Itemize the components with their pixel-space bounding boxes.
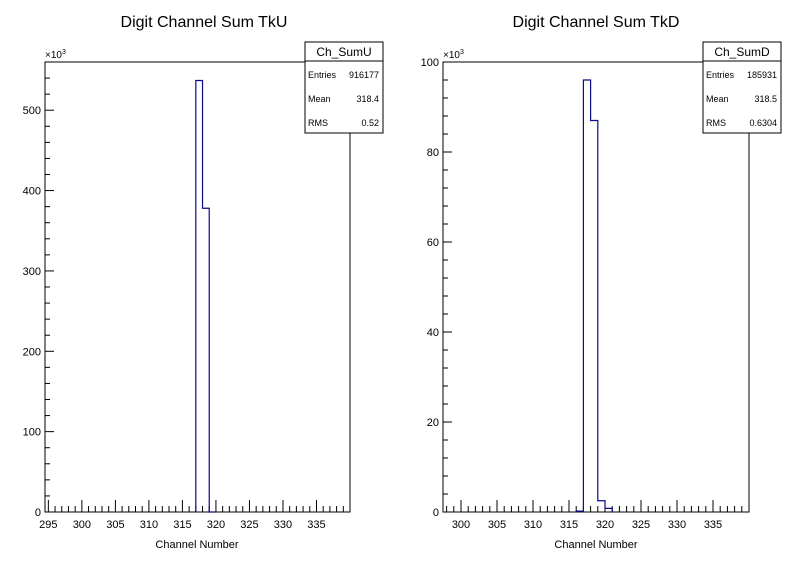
plot-frame (44, 61, 351, 513)
y-tick-label: 100 (421, 57, 439, 69)
x-axis-label: Channel Number (155, 539, 238, 551)
x-tick-label: 310 (524, 519, 542, 531)
x-tick-label: 315 (560, 519, 578, 531)
chart-title: Digit Channel Sum TkU (121, 14, 288, 31)
y-tick-label: 80 (427, 147, 439, 159)
stats-box (304, 41, 384, 134)
y-tick-label: 20 (427, 417, 439, 429)
y-tick-label: 60 (427, 237, 439, 249)
y-tick-label: 300 (23, 266, 41, 278)
y-tick-label: 0 (433, 507, 439, 519)
x-tick-label: 300 (73, 519, 91, 531)
stats-label: Entries (308, 70, 337, 80)
chart-title: Digit Channel Sum TkD (513, 14, 680, 31)
y-multiplier-label: ×103 (443, 49, 464, 61)
stats-label: RMS (308, 118, 328, 128)
x-tick-label: 335 (704, 519, 722, 531)
stats-label: Mean (706, 94, 729, 104)
y-tick-label: 0 (35, 507, 41, 519)
stats-value: 0.52 (361, 118, 379, 128)
x-tick-label: 325 (240, 519, 258, 531)
x-tick-label: 330 (274, 519, 292, 531)
x-tick-label: 315 (173, 519, 191, 531)
stats-label: Entries (706, 70, 735, 80)
x-tick-label: 300 (452, 519, 470, 531)
y-multiplier-exponent: 3 (460, 49, 464, 56)
histogram-bin (583, 80, 590, 512)
x-tick-label: 320 (596, 519, 614, 531)
stats-value: 916177 (349, 70, 379, 80)
x-tick-label: 305 (488, 519, 506, 531)
histogram-bin (591, 121, 598, 513)
y-tick-label: 100 (23, 427, 41, 439)
y-tick-label: 200 (23, 346, 41, 358)
histogram-pad-tku: Digit Channel Sum TkU 295 300 305 310 315 320 3… (23, 14, 384, 551)
x-tick-label: 305 (106, 519, 124, 531)
y-tick-label: 500 (23, 105, 41, 117)
stats-label: RMS (706, 118, 726, 128)
x-tick-label: 330 (668, 519, 686, 531)
plot-frame (442, 61, 750, 513)
y-multiplier-label: ×103 (45, 49, 66, 61)
histogram-outline (575, 79, 613, 512)
stats-value: 0.6304 (749, 118, 777, 128)
y-tick-label: 400 (23, 186, 41, 198)
stats-value: 318.5 (754, 94, 777, 104)
x-axis-label: Channel Number (554, 539, 637, 551)
stats-name: Ch_SumD (714, 45, 770, 59)
x-tick-label: 310 (140, 519, 158, 531)
y-multiplier-exponent: 3 (62, 49, 66, 56)
x-tick-label: 325 (632, 519, 650, 531)
stats-name: Ch_SumU (316, 45, 371, 59)
histogram-bin (196, 80, 203, 512)
histogram-bin (598, 501, 605, 512)
y-tick-label: 40 (427, 327, 439, 339)
stats-label: Mean (308, 94, 331, 104)
y-multiplier-base: ×10 (45, 50, 62, 61)
x-tick-label: 320 (207, 519, 225, 531)
x-tick-label: 295 (39, 519, 57, 531)
histogram-bin (203, 208, 210, 512)
histogram-outline (195, 79, 216, 513)
stats-box (702, 41, 782, 134)
stats-value: 318.4 (356, 94, 379, 104)
y-multiplier-base: ×10 (443, 50, 460, 61)
x-tick-label: 335 (307, 519, 325, 531)
stats-value: 185931 (747, 70, 777, 80)
